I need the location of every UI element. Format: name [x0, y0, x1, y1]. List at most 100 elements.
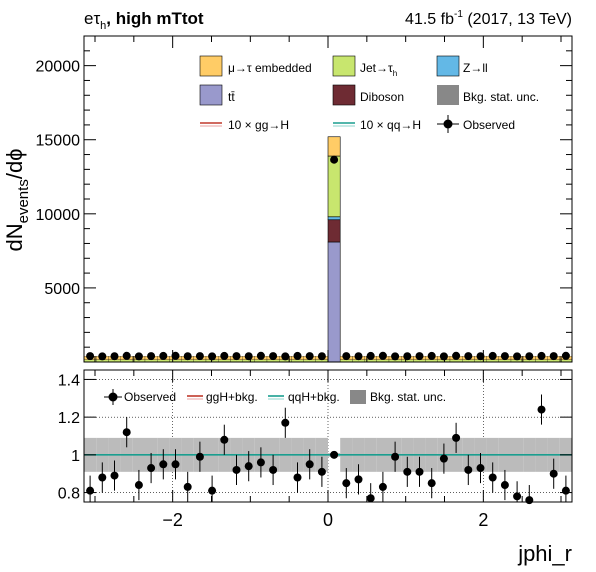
observed-point-14 [256, 351, 265, 360]
ratio-point-3 [122, 428, 131, 437]
observed-point-29 [439, 352, 448, 361]
bar-jetfake-30 [449, 359, 463, 362]
bar-jetfake-37 [535, 359, 548, 362]
legend-swatch-jetfake [332, 55, 356, 77]
ratio-point-10 [208, 486, 217, 495]
observed-point-5 [147, 352, 156, 361]
ratio-point-5 [147, 464, 156, 473]
ratio-point-35 [513, 492, 522, 501]
bar-jetfake-6 [157, 359, 170, 362]
ratio-point-15 [269, 465, 278, 474]
ratio-point-38 [549, 469, 558, 478]
observed-point-22 [354, 352, 363, 361]
bar-jetfake-7 [169, 359, 182, 362]
y-tick-label-0: 5000 [44, 281, 80, 298]
x-tick-label-0: −2 [162, 510, 183, 530]
observed-point-17 [293, 351, 302, 360]
observed-point-16 [281, 352, 290, 361]
observed-point-25 [391, 352, 400, 361]
observed-point-31 [464, 352, 473, 361]
y-tick-label-1: 10000 [36, 207, 81, 224]
ratio-point-7 [171, 460, 180, 469]
channel-label: eτh, high mTtot [84, 9, 204, 32]
channel-sub: h [100, 20, 106, 32]
bar-ttbar-20 [327, 241, 341, 363]
observed-point-26 [403, 352, 412, 361]
bar-jetfake-33 [486, 359, 499, 362]
legend-label-zll: Z→ll [463, 61, 488, 75]
ratio-point-18 [305, 460, 314, 469]
observed-point-1 [98, 352, 107, 361]
observed-point-3 [122, 351, 131, 360]
observed-point-21 [342, 352, 351, 361]
observed-point-6 [159, 351, 168, 360]
y-axis-title-tail: /dϕ [2, 149, 27, 180]
legend-label-bkg-unc: Bkg. stat. unc. [463, 90, 539, 104]
ratio-legend-label-ggh: ggH+bkg. [206, 390, 258, 404]
top-legend: μ→τ embedded Jet→τh Z→ll tt̄ Diboson Bkg… [199, 55, 539, 133]
y-tick-label-2: 15000 [36, 133, 81, 150]
lumi-suffix: (2017, 13 TeV) [463, 11, 572, 28]
observed-point-38 [549, 352, 558, 361]
observed-point-33 [488, 351, 497, 360]
ratio-point-13 [244, 462, 253, 471]
ratio-point-19 [317, 467, 326, 476]
ratio-point-25 [391, 452, 400, 461]
bar-jetfake-24 [376, 359, 390, 362]
legend-observed-marker [443, 119, 453, 129]
ratio-point-20 [330, 450, 339, 459]
legend-label-qqh: 10 × qq→H [360, 118, 421, 132]
observed-point-11 [220, 351, 229, 360]
ratio-panel: 0.8 1 1.2 1.4 −2 0 2 [58, 369, 573, 530]
observed-point-34 [500, 352, 509, 361]
ratio-point-22 [354, 475, 363, 484]
x-tick-label-2: 2 [478, 510, 488, 530]
bar-jetfake-17 [291, 359, 304, 362]
legend-label-embedded: μ→τ embedded [228, 61, 312, 75]
observed-point-27 [415, 352, 424, 361]
y-axis-title-main: dN [2, 223, 27, 251]
ratio-point-32 [476, 464, 485, 473]
ratio-legend-label-unc: Bkg. stat. unc. [370, 390, 446, 404]
ratio-point-11 [220, 435, 229, 444]
observed-point-23 [366, 351, 375, 360]
observed-point-32 [476, 352, 485, 361]
ratio-point-4 [134, 481, 143, 490]
legend-label-ttbar: tt̄ [228, 90, 235, 104]
legend-label-ggh: 10 × gg→H [228, 118, 289, 132]
observed-point-10 [208, 352, 217, 361]
ratio-point-31 [464, 465, 473, 474]
ratio-point-26 [403, 467, 412, 476]
observed-point-12 [232, 352, 241, 361]
ratio-legend-observed-marker [108, 392, 118, 402]
bar-jetfake-20 [327, 155, 341, 218]
bar-embedded-20 [327, 136, 341, 157]
bar-zll-20 [327, 216, 341, 221]
ratio-point-33 [488, 473, 497, 482]
bar-diboson-20 [327, 219, 341, 243]
observed-point-20 [330, 155, 339, 164]
y-tick-label-3: 20000 [36, 59, 81, 76]
bar-jetfake-28 [425, 359, 438, 362]
observed-point-39 [561, 351, 570, 360]
ratio-point-0 [86, 486, 95, 495]
legend-swatch-bkg-unc [437, 85, 459, 105]
bar-jetfake-39 [559, 359, 573, 362]
legend-label-observed: Observed [463, 118, 515, 132]
ratio-legend-label-observed: Observed [124, 390, 176, 404]
y-axis-title: dNevents/dϕ [2, 149, 32, 252]
ratio-point-36 [525, 496, 534, 505]
bar-jetfake-11 [218, 359, 231, 362]
observed-point-36 [525, 352, 534, 361]
lumi-label: 41.5 fb-1 (2017, 13 TeV) [405, 9, 572, 28]
ratio-point-30 [452, 433, 461, 442]
ratio-point-28 [427, 479, 436, 488]
observed-point-19 [317, 352, 326, 361]
ratio-y-tick-label-1: 1 [71, 448, 80, 465]
ratio-y-tick-label-3: 1.4 [58, 372, 80, 389]
main-panel: 5000 10000 15000 20000 [36, 35, 573, 363]
ratio-legend-swatch-unc [350, 390, 366, 404]
observed-point-2 [110, 352, 119, 361]
ratio-point-39 [561, 486, 570, 495]
